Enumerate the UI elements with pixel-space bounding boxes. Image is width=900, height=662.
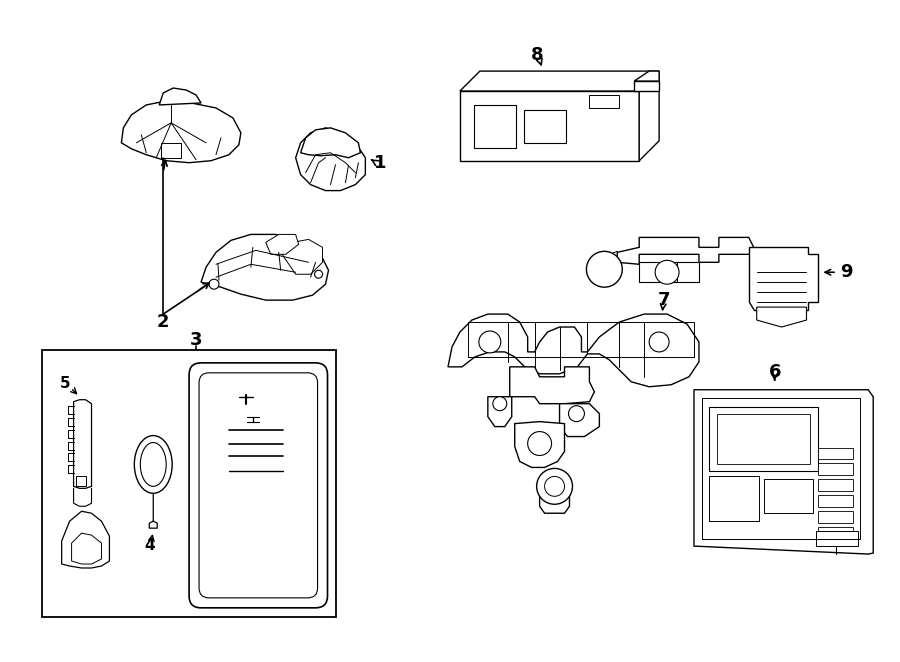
- Polygon shape: [709, 406, 818, 471]
- Polygon shape: [524, 110, 565, 143]
- Polygon shape: [634, 81, 659, 91]
- Ellipse shape: [140, 442, 166, 487]
- Circle shape: [655, 260, 679, 284]
- Text: 4: 4: [144, 538, 155, 553]
- Circle shape: [649, 332, 669, 352]
- Polygon shape: [764, 479, 814, 513]
- Circle shape: [587, 252, 622, 287]
- Polygon shape: [61, 511, 110, 568]
- Polygon shape: [617, 238, 753, 264]
- Circle shape: [544, 477, 564, 496]
- Polygon shape: [717, 414, 811, 465]
- Polygon shape: [634, 71, 659, 81]
- Polygon shape: [474, 105, 516, 148]
- Circle shape: [209, 279, 219, 289]
- Polygon shape: [266, 234, 299, 254]
- Polygon shape: [515, 422, 564, 467]
- Polygon shape: [639, 71, 659, 161]
- Text: 9: 9: [840, 263, 852, 281]
- Polygon shape: [816, 531, 859, 546]
- Polygon shape: [460, 91, 639, 161]
- Circle shape: [493, 397, 507, 410]
- Text: 1: 1: [374, 154, 386, 171]
- Polygon shape: [122, 101, 241, 163]
- Polygon shape: [488, 397, 512, 426]
- Text: 7: 7: [658, 291, 670, 309]
- Circle shape: [527, 432, 552, 455]
- Circle shape: [315, 270, 322, 278]
- Polygon shape: [818, 511, 853, 523]
- Text: 2: 2: [157, 313, 169, 331]
- Circle shape: [569, 406, 584, 422]
- Polygon shape: [159, 88, 201, 105]
- Polygon shape: [590, 95, 619, 108]
- Bar: [41, 350, 337, 617]
- Circle shape: [536, 469, 572, 504]
- Text: 3: 3: [190, 331, 203, 349]
- Polygon shape: [296, 128, 365, 191]
- Ellipse shape: [134, 436, 172, 493]
- Polygon shape: [74, 400, 92, 489]
- Text: 6: 6: [769, 363, 781, 381]
- Polygon shape: [560, 404, 599, 436]
- Polygon shape: [301, 128, 360, 158]
- Circle shape: [479, 331, 500, 353]
- Polygon shape: [757, 307, 806, 327]
- Polygon shape: [749, 248, 818, 310]
- Polygon shape: [540, 479, 570, 513]
- Text: 5: 5: [60, 376, 71, 391]
- Polygon shape: [448, 314, 699, 387]
- FancyBboxPatch shape: [199, 373, 318, 598]
- FancyBboxPatch shape: [189, 363, 328, 608]
- Polygon shape: [818, 448, 853, 459]
- Polygon shape: [281, 240, 322, 274]
- Text: 8: 8: [531, 46, 544, 64]
- Polygon shape: [76, 477, 86, 487]
- Polygon shape: [818, 463, 853, 475]
- Polygon shape: [818, 495, 853, 507]
- Polygon shape: [709, 477, 759, 521]
- Polygon shape: [460, 71, 659, 91]
- Polygon shape: [818, 527, 853, 539]
- Polygon shape: [72, 533, 102, 564]
- Polygon shape: [509, 367, 594, 404]
- Polygon shape: [694, 390, 873, 554]
- Polygon shape: [161, 143, 181, 158]
- Polygon shape: [818, 479, 853, 491]
- Polygon shape: [201, 234, 328, 300]
- Polygon shape: [639, 262, 699, 282]
